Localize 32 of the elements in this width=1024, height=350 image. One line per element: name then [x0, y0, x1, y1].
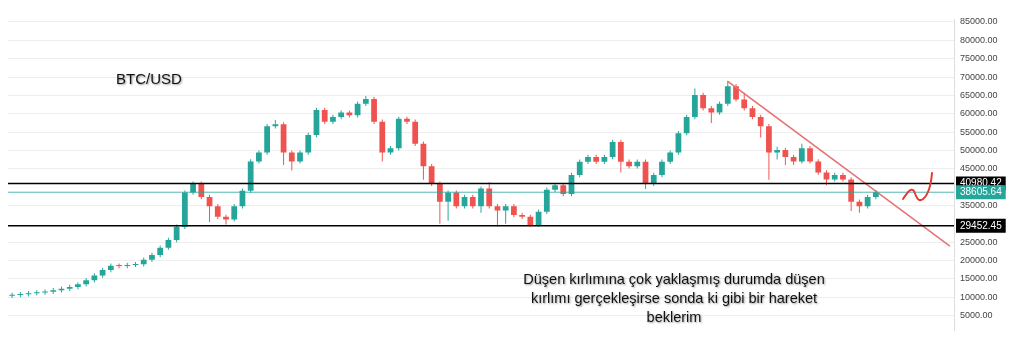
y-tick-label: 25000.00 — [960, 236, 998, 247]
candlestick — [75, 282, 81, 290]
y-tick-label: 70000.00 — [960, 71, 998, 82]
candlestick — [50, 288, 57, 294]
candlestick — [502, 203, 509, 224]
candlestick — [149, 252, 155, 262]
candlestick — [272, 119, 279, 129]
candlestick — [585, 154, 591, 164]
y-tick-label: 20000.00 — [960, 254, 998, 265]
y-tick-label: 15000.00 — [960, 273, 998, 284]
annotation: Düşen kırlımına çok yaklaşmış durumda düşen kırlımı gerçekleşirse sonda ki gibi bir hareket beklerim — [522, 270, 826, 327]
candlestick — [214, 203, 221, 220]
y-tick-label: 75000.00 — [960, 53, 998, 64]
candlestick — [774, 146, 781, 160]
y-tick-label: 65000.00 — [960, 89, 998, 100]
candlestick — [519, 212, 526, 220]
candlestick — [593, 154, 600, 164]
y-tick-label: 60000.00 — [960, 108, 998, 119]
y-tick-label: 45000.00 — [960, 163, 998, 174]
y-tick-label: 80000.00 — [960, 34, 998, 45]
candlestick — [708, 106, 715, 123]
candlestick — [66, 284, 73, 291]
text: BTC/USD — [116, 70, 182, 87]
y-tick-label: 5000.00 — [960, 310, 993, 321]
y-tick-label: 85000.00 — [960, 16, 998, 27]
y-tick-label: 35000.00 — [960, 199, 998, 210]
ref-line-label: 29452.45 — [960, 219, 1003, 231]
candlestick — [362, 96, 369, 107]
y-tick-label: 50000.00 — [960, 144, 998, 155]
y-tick-label: 55000.00 — [960, 126, 998, 137]
candlestick — [330, 114, 336, 124]
y-tick-label: 10000.00 — [960, 291, 998, 302]
